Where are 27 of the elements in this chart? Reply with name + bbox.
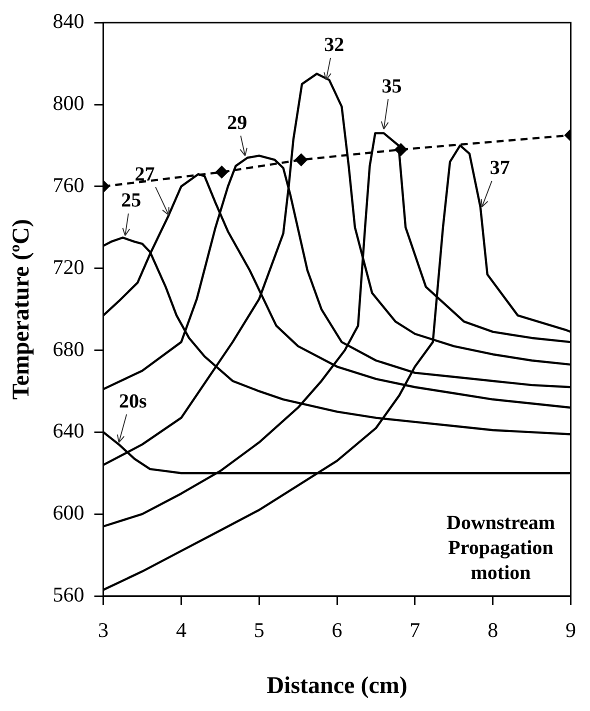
y-tick-label: 600	[52, 500, 84, 525]
y-tick-label: 560	[52, 582, 84, 607]
annotation: 20s	[118, 390, 147, 413]
annotation: 35	[382, 75, 402, 98]
x-tick-label: 6	[332, 618, 342, 642]
point	[216, 166, 228, 178]
annotation: 37	[490, 157, 510, 180]
y-tick-label: 840	[52, 9, 84, 34]
y-tick-label: 680	[52, 336, 84, 361]
annotation: Downstream Propagation motion	[446, 512, 556, 584]
y-tick-label: 800	[52, 91, 84, 116]
y-tick-label: 760	[52, 172, 84, 197]
x-tick-label: 9	[566, 618, 576, 642]
x-tick-label: 4	[176, 618, 187, 642]
y-tick-label: 640	[52, 418, 84, 443]
x-tick-label: 7	[410, 618, 420, 642]
annotation: 27	[134, 163, 155, 186]
annotation: 32	[324, 34, 344, 56]
y-tick-label: 720	[52, 254, 84, 279]
point	[295, 154, 308, 166]
x-tick-label: 5	[254, 618, 264, 642]
annotation: 29	[227, 112, 248, 134]
annotation: 25	[121, 190, 142, 212]
x-tick-label: 8	[488, 618, 498, 642]
y-axis-title: Temperature (ºC)	[8, 219, 35, 400]
x-tick-label: 3	[98, 618, 109, 642]
x-axis-title: Distance (cm)	[266, 672, 408, 699]
